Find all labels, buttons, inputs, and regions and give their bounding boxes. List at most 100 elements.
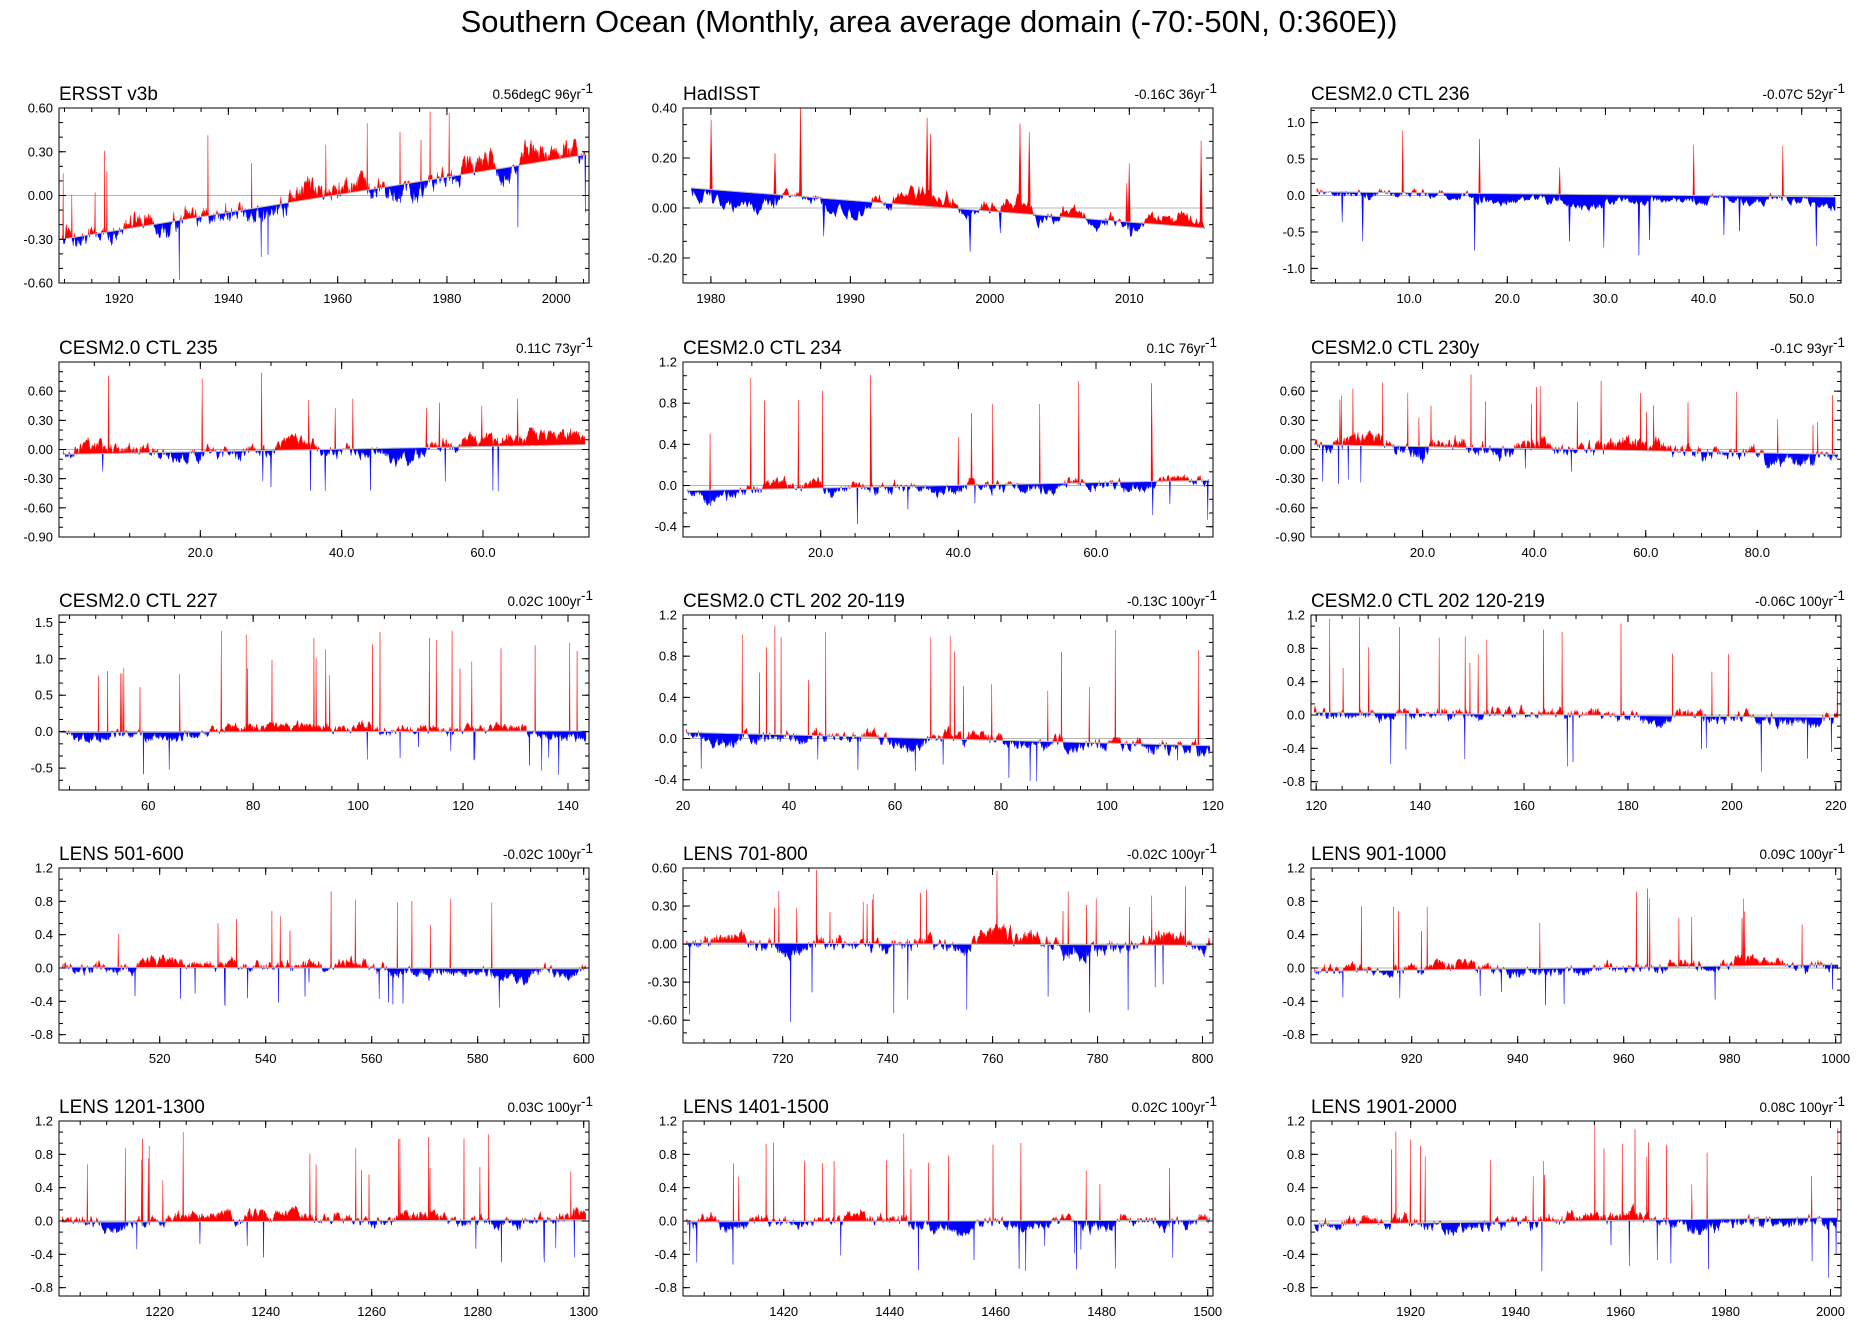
y-tick-label: 0.40 bbox=[652, 101, 677, 116]
positive-anomaly-area bbox=[63, 372, 585, 455]
y-tick-label: 1.2 bbox=[1287, 861, 1305, 876]
x-tick-label: 60.0 bbox=[1633, 545, 1658, 560]
x-tick-label: 800 bbox=[1192, 1051, 1214, 1066]
panel-title: CESM2.0 CTL 230y bbox=[1311, 338, 1480, 359]
y-tick-label: -0.8 bbox=[1283, 774, 1305, 789]
plot-area bbox=[59, 1131, 589, 1263]
y-tick-label: -0.4 bbox=[1283, 741, 1305, 756]
x-tick-label: 50.0 bbox=[1789, 291, 1814, 306]
y-tick-label: -0.8 bbox=[655, 1280, 677, 1295]
y-tick-label: 0.00 bbox=[28, 442, 53, 457]
panel-trend-exponent: -1 bbox=[581, 81, 593, 96]
trend-line bbox=[62, 966, 586, 970]
x-tick-label: 220 bbox=[1825, 798, 1847, 813]
y-tick-label: 0.4 bbox=[659, 1180, 677, 1195]
x-tick-label: 2000 bbox=[975, 291, 1004, 306]
y-tick-label: -0.8 bbox=[31, 1280, 53, 1295]
panel-trend-exponent: -1 bbox=[581, 335, 593, 350]
y-tick-label: -0.5 bbox=[1283, 224, 1305, 239]
panel-cesm2-ctl-235: 20.0 40.0 60.0 -0.90 -0.60 -0.30 0.00 0.30 0.60 C… bbox=[23, 335, 593, 560]
x-tick-label: 1420 bbox=[769, 1304, 798, 1319]
panel-trend-exponent: -1 bbox=[1833, 335, 1845, 350]
plot-frame bbox=[1310, 1120, 1842, 1297]
y-tick-label: 1.2 bbox=[659, 608, 677, 623]
y-tick-label: 0.30 bbox=[652, 899, 677, 914]
x-tick-label: 80.0 bbox=[1745, 545, 1770, 560]
panel-cesm2-ctl-202-120-219: 120 140 160 180 200 220 -0.8 -0.4 0.0 0.4 0.8 1.2 CE… bbox=[1283, 588, 1847, 813]
trend-line bbox=[691, 187, 1205, 229]
panel-hadisst: 1980 1990 2000 2010 -0.20 0.00 0.20 0.40 HadISST… bbox=[647, 81, 1217, 306]
y-tick-label: 0.00 bbox=[652, 201, 677, 216]
x-tick-label: 20 bbox=[676, 798, 690, 813]
panel-trend-label: -0.07C 52yr bbox=[1762, 87, 1833, 102]
x-tick-label: 580 bbox=[467, 1051, 489, 1066]
panel-trend-label: -0.13C 100yr bbox=[1127, 594, 1206, 609]
y-tick-label: 0.0 bbox=[35, 961, 53, 976]
panel-title: LENS 1201-1300 bbox=[59, 1097, 205, 1118]
y-tick-label: 0.4 bbox=[35, 927, 53, 942]
y-tick-label: -0.30 bbox=[647, 975, 677, 990]
x-tick-label: 120 bbox=[1202, 798, 1224, 813]
panel-trend-label: 0.02C 100yr bbox=[1131, 1100, 1205, 1115]
panel-title: LENS 1401-1500 bbox=[683, 1097, 829, 1118]
plot-area bbox=[683, 869, 1213, 1022]
trend-line bbox=[686, 731, 1210, 747]
x-tick-label: 1960 bbox=[323, 291, 352, 306]
y-tick-label: 0.60 bbox=[28, 384, 53, 399]
x-tick-label: 160 bbox=[1513, 798, 1535, 813]
panel-title: CESM2.0 CTL 235 bbox=[59, 338, 218, 359]
y-tick-label: 0.4 bbox=[1287, 674, 1305, 689]
negative-anomaly-area bbox=[1314, 711, 1838, 772]
panel-lens-501-600: 520 540 560 580 600 -0.8 -0.4 0.0 0.4 0.8 1.2 LENS … bbox=[31, 841, 595, 1066]
x-tick-label: 1440 bbox=[875, 1304, 904, 1319]
trend-line bbox=[62, 730, 586, 733]
plot-frame bbox=[682, 1120, 1214, 1297]
y-tick-label: -0.4 bbox=[31, 1247, 53, 1262]
y-tick-label: 0.00 bbox=[1280, 442, 1305, 457]
y-tick-label: -1.0 bbox=[1283, 261, 1305, 276]
x-tick-label: 940 bbox=[1507, 1051, 1529, 1066]
panel-trend-exponent: -1 bbox=[1205, 841, 1217, 856]
x-tick-label: 2010 bbox=[1115, 291, 1144, 306]
trend-line bbox=[1314, 1217, 1838, 1225]
x-tick-label: 40.0 bbox=[329, 545, 354, 560]
y-tick-label: 1.2 bbox=[35, 861, 53, 876]
panel-lens-901-1000: 920 940 960 980 1000 -0.8 -0.4 0.0 0.4 0.8 1.2 LENS… bbox=[1283, 841, 1851, 1066]
panel-trend-label: -0.02C 100yr bbox=[1127, 847, 1206, 862]
x-tick-label: 1920 bbox=[105, 291, 134, 306]
x-tick-label: 120 bbox=[1305, 798, 1327, 813]
positive-anomaly-area bbox=[685, 869, 1211, 946]
panel-trend-label: 0.02C 100yr bbox=[507, 594, 581, 609]
plot-frame bbox=[58, 867, 590, 1044]
y-tick-label: 0.20 bbox=[652, 151, 677, 166]
y-tick-label: 0.30 bbox=[28, 413, 53, 428]
panel-trend-label: 0.09C 100yr bbox=[1759, 847, 1833, 862]
x-tick-label: 1990 bbox=[836, 291, 865, 306]
y-tick-label: 0.8 bbox=[659, 649, 677, 664]
y-tick-label: -0.60 bbox=[23, 500, 53, 515]
positive-anomaly-area bbox=[685, 1133, 1210, 1223]
x-tick-label: 100 bbox=[347, 798, 369, 813]
positive-anomaly-area bbox=[686, 625, 1210, 746]
x-tick-label: 520 bbox=[149, 1051, 171, 1066]
x-tick-label: 560 bbox=[361, 1051, 383, 1066]
panel-title: CESM2.0 CTL 202 120-219 bbox=[1311, 591, 1545, 612]
y-tick-label: -0.4 bbox=[1283, 994, 1305, 1009]
y-tick-label: 1.2 bbox=[1287, 1114, 1305, 1129]
y-tick-label: 0.4 bbox=[1287, 1180, 1305, 1195]
panel-trend-exponent: -1 bbox=[581, 1094, 593, 1109]
x-tick-label: 2000 bbox=[1816, 1304, 1845, 1319]
panel-ersst-v3b: 1920 1940 1960 1980 2000 -0.60 -0.30 0.00 0.30 0.… bbox=[23, 81, 593, 306]
panel-trend-label: 0.56degC 96yr bbox=[492, 87, 581, 102]
y-tick-label: -0.90 bbox=[23, 530, 53, 545]
x-tick-label: 40.0 bbox=[1691, 291, 1716, 306]
plot-area bbox=[59, 111, 589, 280]
y-tick-label: 0.0 bbox=[659, 1214, 677, 1229]
plot-frame bbox=[58, 614, 590, 791]
y-tick-label: 0.00 bbox=[28, 188, 53, 203]
plot-area bbox=[59, 891, 589, 1008]
plot-frame bbox=[1310, 867, 1842, 1044]
trend-line bbox=[1314, 444, 1838, 455]
positive-anomaly-area bbox=[62, 1131, 586, 1223]
y-tick-label: 0.4 bbox=[35, 1180, 53, 1195]
